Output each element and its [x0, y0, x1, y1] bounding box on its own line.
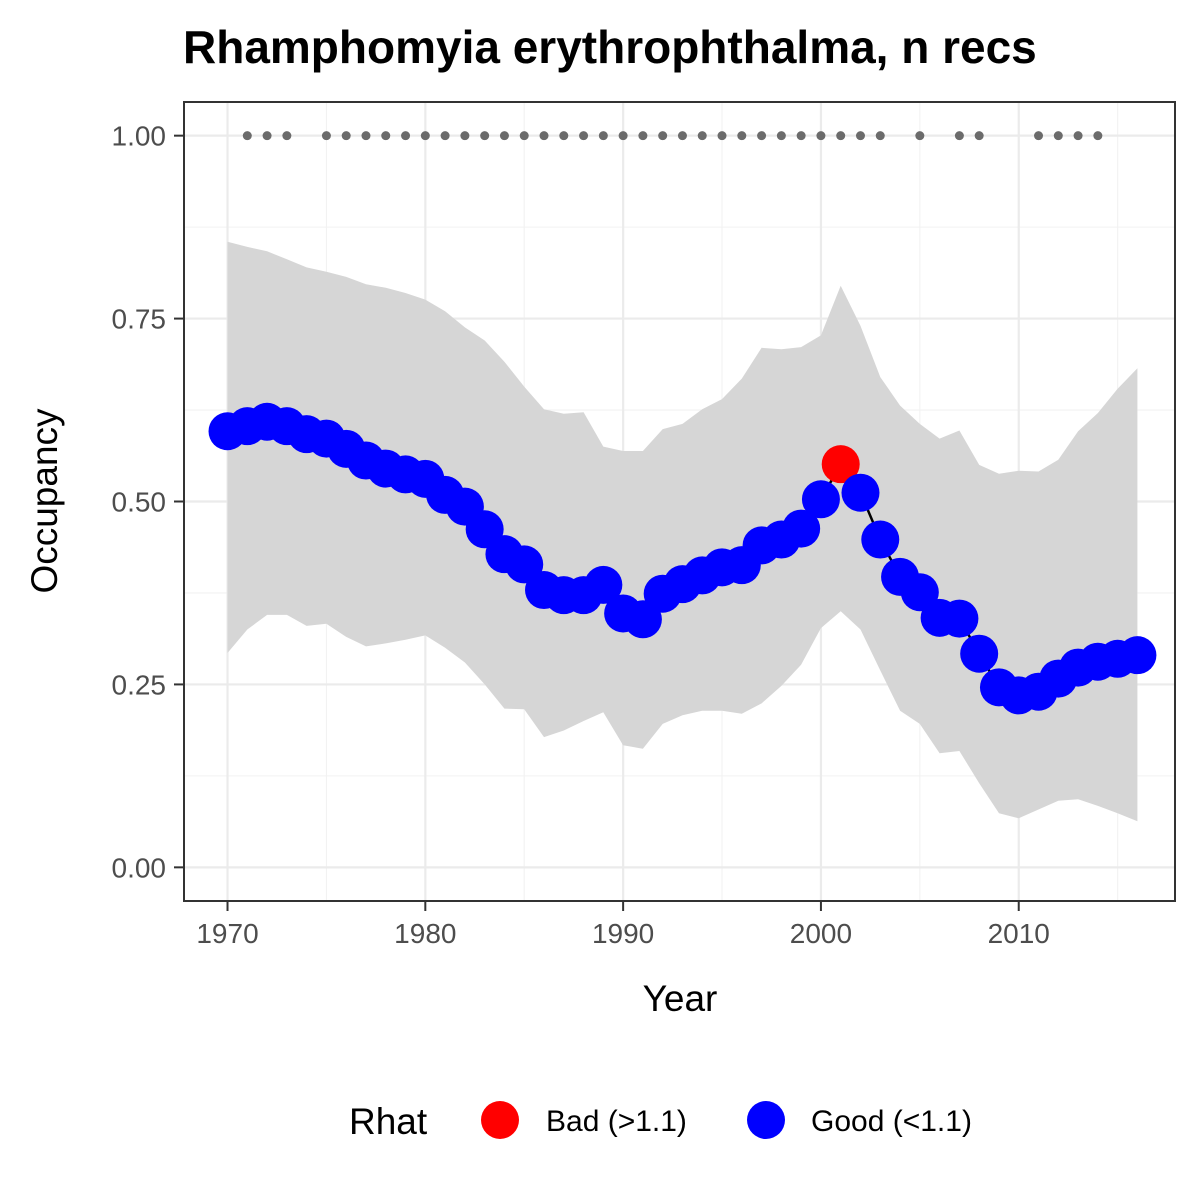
record-marker: [499, 131, 509, 141]
record-marker: [638, 131, 648, 141]
confidence-ribbon: [227, 241, 1138, 822]
y-tick-label: 0.75: [112, 304, 167, 335]
record-marker: [321, 131, 331, 141]
record-marker: [480, 131, 490, 141]
chart-title: Rhamphomyia erythrophthalma, n recs: [183, 21, 1037, 73]
occupancy-point-good: [623, 600, 662, 639]
occupancy-point-good: [841, 473, 880, 512]
y-tick-label: 0.00: [112, 852, 167, 883]
record-marker: [361, 131, 371, 141]
plot-panel: [183, 101, 1176, 902]
occupancy-point-good: [960, 634, 999, 673]
record-marker: [855, 131, 865, 141]
record-marker: [697, 131, 707, 141]
occupancy-point-good: [1118, 636, 1157, 675]
x-tick-label: 1980: [394, 918, 456, 949]
x-tick-label: 1990: [592, 918, 654, 949]
record-marker: [381, 131, 391, 141]
occupancy-point-good: [801, 480, 840, 519]
record-marker: [915, 131, 925, 141]
legend-bad-swatch: [481, 1101, 519, 1139]
record-marker: [836, 131, 846, 141]
legend-title: Rhat: [349, 1101, 428, 1142]
record-marker: [974, 131, 984, 141]
occupancy-point-bad: [821, 445, 860, 484]
record-marker: [420, 131, 430, 141]
occupancy-point-good: [940, 599, 979, 638]
record-marker: [401, 131, 411, 141]
occupancy-point-good: [505, 545, 544, 584]
record-marker: [658, 131, 668, 141]
record-markers: [242, 131, 1103, 141]
legend: Rhat Bad (>1.1) Good (<1.1): [349, 1101, 972, 1142]
record-marker: [539, 131, 549, 141]
record-marker: [816, 131, 826, 141]
record-marker: [717, 131, 727, 141]
record-marker: [341, 131, 351, 141]
legend-bad-label: Bad (>1.1): [546, 1105, 687, 1138]
occupancy-points: [208, 402, 1157, 715]
record-marker: [1034, 131, 1044, 141]
record-marker: [440, 131, 450, 141]
record-marker: [1093, 131, 1103, 141]
record-marker: [282, 131, 292, 141]
occupancy-point-good: [584, 565, 623, 604]
record-marker: [677, 131, 687, 141]
record-marker: [579, 131, 589, 141]
occupancy-point-good: [900, 573, 939, 612]
record-marker: [242, 131, 252, 141]
x-axis-title: Year: [643, 978, 718, 1019]
occupancy-point-good: [782, 509, 821, 548]
record-marker: [598, 131, 608, 141]
x-tick-label: 2010: [988, 918, 1050, 949]
legend-good-swatch: [747, 1101, 785, 1139]
y-axis: 0.00 0.25 0.50 0.75 1.00: [112, 121, 184, 883]
record-marker: [737, 131, 747, 141]
record-marker: [1073, 131, 1083, 141]
record-marker: [875, 131, 885, 141]
occupancy-point-good: [861, 520, 900, 559]
y-tick-label: 0.25: [112, 669, 167, 700]
y-axis-title: Occupancy: [24, 408, 65, 594]
y-tick-label: 0.50: [112, 487, 167, 518]
x-tick-label: 1970: [196, 918, 258, 949]
record-marker: [1053, 131, 1063, 141]
record-marker: [757, 131, 767, 141]
x-axis: 1970 1980 1990 2000 2010: [196, 901, 1050, 949]
record-marker: [796, 131, 806, 141]
record-marker: [776, 131, 786, 141]
x-tick-label: 2000: [790, 918, 852, 949]
legend-good-label: Good (<1.1): [811, 1105, 972, 1138]
record-marker: [954, 131, 964, 141]
record-marker: [559, 131, 569, 141]
record-marker: [519, 131, 529, 141]
record-marker: [618, 131, 628, 141]
record-marker: [262, 131, 272, 141]
y-tick-label: 1.00: [112, 121, 167, 152]
record-marker: [460, 131, 470, 141]
